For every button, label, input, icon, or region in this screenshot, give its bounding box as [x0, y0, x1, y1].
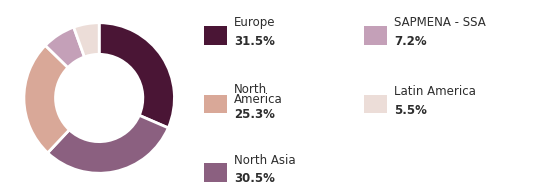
- Wedge shape: [45, 27, 84, 68]
- Text: 7.2%: 7.2%: [394, 35, 426, 48]
- Text: SAPMENA - SSA: SAPMENA - SSA: [394, 16, 486, 29]
- Wedge shape: [47, 115, 168, 173]
- Text: 5.5%: 5.5%: [394, 104, 427, 117]
- Text: 30.5%: 30.5%: [234, 172, 275, 185]
- Text: North Asia: North Asia: [234, 154, 296, 167]
- Text: Latin America: Latin America: [394, 85, 476, 98]
- Text: 25.3%: 25.3%: [234, 108, 275, 121]
- Text: North: North: [234, 83, 267, 96]
- Text: America: America: [234, 93, 283, 106]
- Wedge shape: [99, 23, 175, 128]
- Text: 31.5%: 31.5%: [234, 35, 275, 48]
- Text: Europe: Europe: [234, 16, 276, 29]
- Wedge shape: [24, 45, 69, 153]
- Wedge shape: [74, 23, 99, 57]
